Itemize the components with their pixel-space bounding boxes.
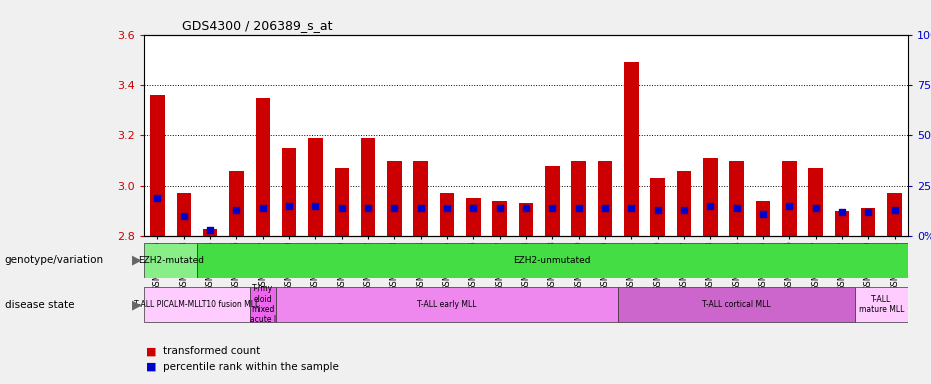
Point	[755, 211, 770, 217]
Bar	[308, 138, 323, 236]
Bar	[572, 161, 586, 236]
Point	[413, 205, 428, 211]
Point	[150, 195, 165, 201]
Text: ■: ■	[146, 362, 156, 372]
Bar	[618, 287, 855, 322]
Text: T-/my
eloid
mixed
acute l: T-/my eloid mixed acute l	[250, 284, 276, 324]
Bar	[782, 161, 797, 236]
Point	[203, 227, 218, 233]
Point	[729, 205, 744, 211]
Text: disease state: disease state	[5, 300, 74, 310]
Text: EZH2-mutated: EZH2-mutated	[138, 256, 204, 265]
Text: GDS4300 / 206389_s_at: GDS4300 / 206389_s_at	[182, 19, 333, 32]
Bar	[413, 161, 428, 236]
Text: T-ALL PICALM-MLLT10 fusion MLL: T-ALL PICALM-MLLT10 fusion MLL	[134, 300, 260, 309]
Bar	[466, 199, 480, 236]
Text: ■: ■	[146, 346, 156, 356]
Bar	[282, 148, 296, 236]
Text: ▶: ▶	[132, 298, 142, 311]
Point	[677, 207, 692, 213]
Point	[439, 205, 454, 211]
Point	[598, 205, 613, 211]
Bar	[651, 178, 665, 236]
Bar	[144, 287, 250, 322]
Point	[519, 205, 533, 211]
Bar	[835, 211, 849, 236]
Point	[282, 203, 297, 209]
Point	[466, 205, 480, 211]
Bar	[276, 287, 618, 322]
Text: EZH2-unmutated: EZH2-unmutated	[514, 256, 591, 265]
Bar	[855, 287, 908, 322]
Point	[545, 205, 560, 211]
Point	[387, 205, 402, 211]
Bar	[229, 170, 244, 236]
Bar	[729, 161, 744, 236]
Bar	[387, 161, 401, 236]
Bar	[203, 228, 217, 236]
Text: genotype/variation: genotype/variation	[5, 255, 103, 265]
Point	[492, 205, 507, 211]
Point	[360, 205, 375, 211]
Text: T-ALL cortical MLL: T-ALL cortical MLL	[702, 300, 771, 309]
Bar	[756, 201, 770, 236]
Bar	[144, 243, 197, 278]
Bar	[255, 98, 270, 236]
Bar	[361, 138, 375, 236]
Point	[572, 205, 587, 211]
Bar	[492, 201, 506, 236]
Text: ▶: ▶	[132, 254, 142, 267]
Bar	[677, 170, 691, 236]
Bar	[519, 204, 533, 236]
Bar	[546, 166, 560, 236]
Bar	[703, 158, 718, 236]
Bar	[861, 209, 875, 236]
Point	[624, 205, 639, 211]
Bar	[334, 168, 349, 236]
Bar	[598, 161, 613, 236]
Point	[650, 207, 665, 213]
Point	[334, 205, 349, 211]
Point	[834, 209, 849, 215]
Point	[176, 213, 191, 219]
Text: T-ALL
mature MLL: T-ALL mature MLL	[858, 295, 904, 314]
Bar	[177, 193, 191, 236]
Point	[308, 203, 323, 209]
Bar	[439, 193, 454, 236]
Point	[229, 207, 244, 213]
Text: T-ALL early MLL: T-ALL early MLL	[417, 300, 477, 309]
Bar	[250, 287, 276, 322]
Text: transformed count: transformed count	[163, 346, 260, 356]
Point	[703, 203, 718, 209]
Point	[808, 205, 823, 211]
Point	[887, 207, 902, 213]
Bar	[808, 168, 823, 236]
Bar	[887, 193, 902, 236]
Point	[861, 209, 876, 215]
Text: percentile rank within the sample: percentile rank within the sample	[163, 362, 339, 372]
Bar	[624, 62, 639, 236]
Bar	[150, 95, 165, 236]
Point	[255, 205, 270, 211]
Point	[782, 203, 797, 209]
